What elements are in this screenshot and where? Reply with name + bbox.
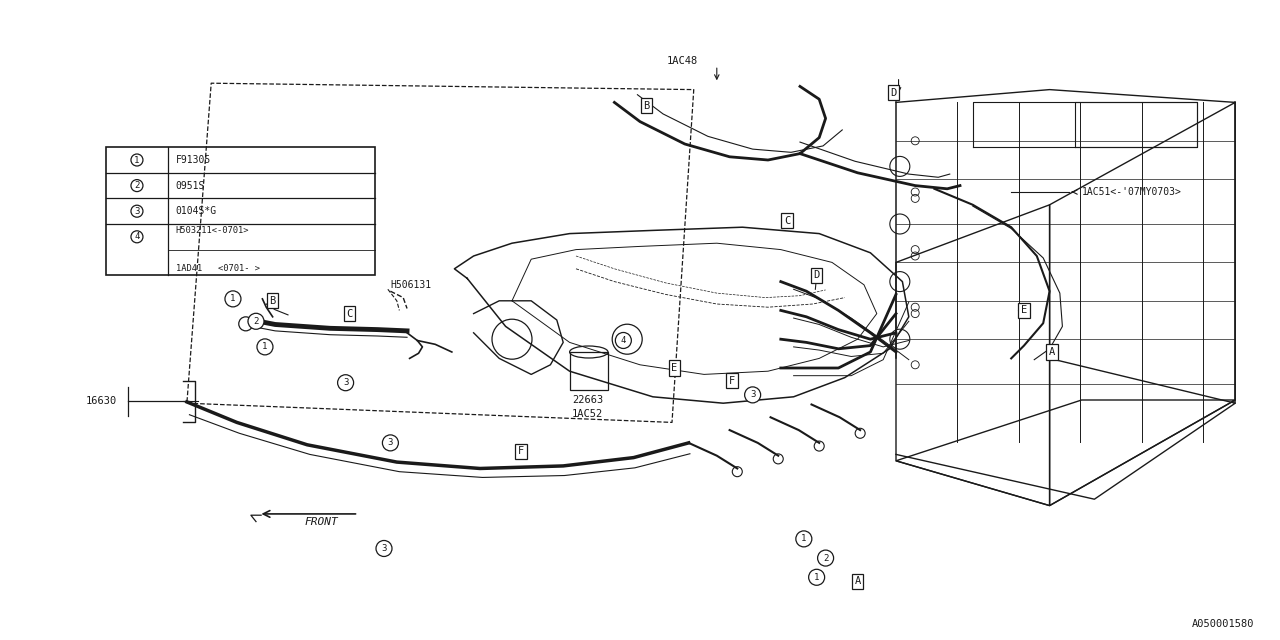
- Text: 3: 3: [134, 207, 140, 216]
- Text: 0951S: 0951S: [175, 180, 205, 191]
- Text: 1: 1: [230, 294, 236, 303]
- Circle shape: [131, 154, 143, 166]
- Circle shape: [745, 387, 760, 403]
- Text: 1AD41   <0701- >: 1AD41 <0701- >: [175, 264, 260, 273]
- Text: 3: 3: [343, 378, 348, 387]
- Bar: [570, 352, 608, 390]
- Text: 1: 1: [134, 156, 140, 164]
- Text: 22663: 22663: [572, 395, 603, 405]
- Text: A050001580: A050001580: [1192, 619, 1254, 629]
- Text: 4: 4: [621, 336, 626, 345]
- Text: A: A: [1050, 347, 1055, 357]
- Text: C: C: [347, 308, 352, 319]
- Circle shape: [796, 531, 812, 547]
- Text: 3: 3: [381, 544, 387, 553]
- Text: 3: 3: [750, 390, 755, 399]
- Text: H506131: H506131: [390, 280, 431, 290]
- Circle shape: [257, 339, 273, 355]
- Text: 3: 3: [388, 438, 393, 447]
- Text: 2: 2: [134, 181, 140, 190]
- Text: E: E: [672, 363, 677, 373]
- Text: F: F: [518, 446, 524, 456]
- Circle shape: [376, 540, 392, 557]
- Circle shape: [131, 180, 143, 191]
- Circle shape: [225, 291, 241, 307]
- Text: D: D: [891, 88, 896, 98]
- Circle shape: [616, 333, 631, 349]
- Text: 1AC48: 1AC48: [667, 56, 698, 66]
- Text: 0104S*G: 0104S*G: [175, 206, 216, 216]
- Text: E: E: [1021, 305, 1027, 316]
- Circle shape: [131, 205, 143, 217]
- Text: F: F: [730, 376, 735, 386]
- Text: 2: 2: [823, 554, 828, 563]
- Bar: [106, 147, 375, 275]
- Text: 1AC51<-'07MY0703>: 1AC51<-'07MY0703>: [1082, 187, 1181, 197]
- Text: 4: 4: [134, 232, 140, 241]
- Circle shape: [248, 313, 264, 329]
- Text: B: B: [270, 296, 275, 306]
- Text: 1AC52: 1AC52: [572, 409, 603, 419]
- Text: 1: 1: [801, 534, 806, 543]
- Text: B: B: [644, 100, 649, 111]
- Text: 1: 1: [814, 573, 819, 582]
- Circle shape: [131, 231, 143, 243]
- Circle shape: [383, 435, 398, 451]
- Text: C: C: [785, 216, 790, 226]
- Text: F91305: F91305: [175, 155, 211, 165]
- Text: D: D: [814, 270, 819, 280]
- Circle shape: [809, 570, 824, 585]
- Text: 16630: 16630: [86, 396, 116, 406]
- Text: 2: 2: [253, 317, 259, 326]
- Text: A: A: [855, 576, 860, 586]
- Text: H503211<-0701>: H503211<-0701>: [175, 226, 250, 235]
- Text: 1: 1: [262, 342, 268, 351]
- Circle shape: [338, 375, 353, 390]
- Circle shape: [818, 550, 833, 566]
- Text: FRONT: FRONT: [305, 516, 338, 527]
